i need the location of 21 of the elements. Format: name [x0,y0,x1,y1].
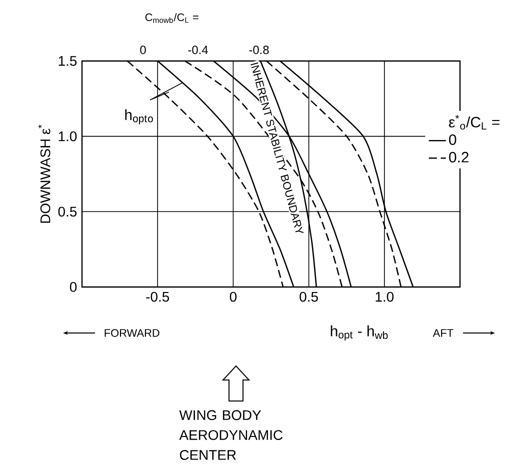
x-tick-label: 0.5 [300,292,318,302]
x-axis-title: h$_{opt}$ - h$_{wb}$ [330,325,388,341]
text: -0.4 [188,46,208,54]
y-axis-title: DOWNWASH ε$^{*}$ [38,124,50,223]
annotation: h$_{opto}$ [125,109,153,124]
x-tick-label: 1.0 [376,292,394,302]
y-tick-label: 0 [70,282,77,292]
x-tick-label: 0 [230,292,237,302]
text: AFT [432,329,454,337]
y-tick-label: 1.5 [58,56,77,66]
y-tick-label: 1.0 [58,131,77,142]
legend-label: 0.2 [449,152,469,162]
text: -0.8 [249,46,269,54]
text: WING BODY AERODYNAMIC CENTER [179,410,283,460]
y-tick-label: 0.5 [58,206,77,217]
legend-label: 0 [449,134,456,145]
legend-title: ε$^{*}$$_{o}$/C$_{L}$ = [449,114,500,130]
text: FORWARD [104,329,160,337]
x-tick-label: -0.5 [146,292,170,302]
text: 0 [140,46,146,54]
text: C$_{mowb}$/C$_{L}$ = [145,13,198,23]
